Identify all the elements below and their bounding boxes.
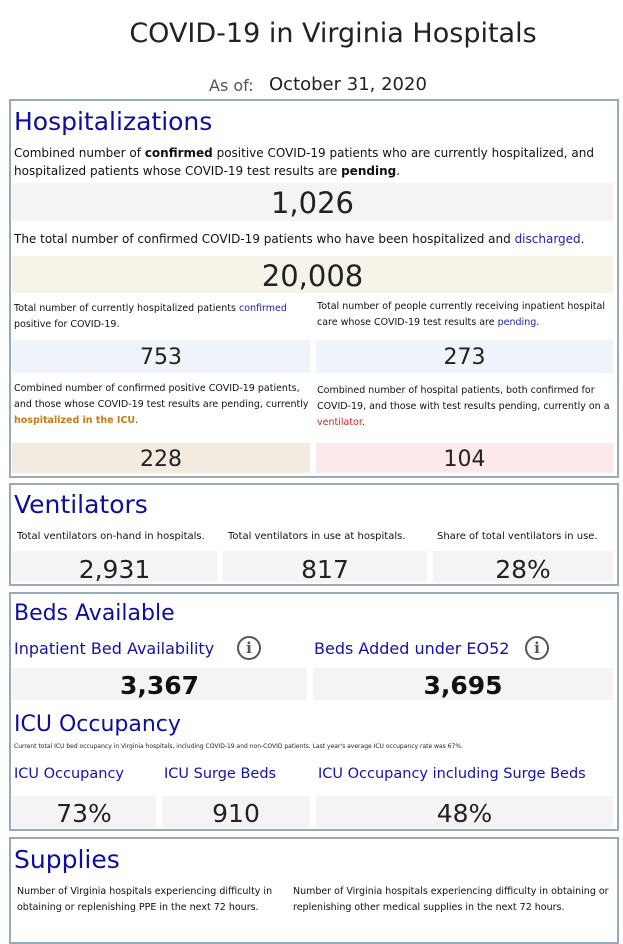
hospitalizations-heading: Hospitalizations [14,107,213,136]
vent-inuse-label: Total ventilators in use at hospitals. [228,531,406,542]
confirmed-value-box: 753 [12,340,310,373]
as-of-label: As of: [209,76,254,95]
discharged-description: The total number of confirmed COVID-19 p… [14,230,609,248]
text-part: . [580,232,585,246]
text-part: . [135,415,139,426]
text-part: . [361,417,365,428]
text-part: . [396,164,401,178]
supplies-panel [9,837,619,944]
eo52-value-box: 3,695 [313,668,613,700]
confirmed-value: 753 [140,345,182,370]
confirmed-keyword: confirmed [144,146,213,160]
vent-inuse-value: 817 [301,555,349,584]
ventilators-heading: Ventilators [14,490,148,519]
as-of-date: October 31, 2020 [269,74,427,95]
vent-share-value: 28% [495,555,551,584]
icu-occ-label: ICU Occupancy [14,766,125,782]
ventilator-description: Combined number of hospital patients, bo… [317,383,612,431]
occ-surge-box: 48% [316,796,613,828]
icu-occupancy-heading: ICU Occupancy [14,712,181,737]
beds-panel [9,592,619,831]
page-title: COVID-19 in Virginia Hospitals [129,18,537,49]
ventilator-value-box: 104 [316,443,613,473]
inpatient-value: 3,367 [119,671,200,700]
ventilator-keyword: ventilator [317,417,362,428]
text-part: positive COVID-19 patients who are curre… [14,146,594,178]
supplies-heading: Supplies [14,845,120,874]
icu-value: 228 [140,447,182,472]
text-part: Total number of people currently receivi… [317,301,605,328]
icu-value-box: 228 [12,443,310,473]
vent-inuse-box: 817 [223,551,427,584]
inpatient-label: Inpatient Bed Availability [14,639,215,658]
vent-share-box: 28% [433,551,613,584]
info-icon[interactable]: i [237,636,261,660]
pending-keyword: pending [341,164,397,178]
eo52-label: Beds Added under EO52 [314,639,510,658]
beds-heading: Beds Available [14,601,175,626]
pending-value: 273 [443,345,486,370]
icu-occ-value: 73% [56,799,112,828]
ppe-description: Number of Virginia hospitals experiencin… [17,886,273,913]
pending-keyword: pending [497,317,537,328]
other-supplies-description: Number of Virginia hospitals experiencin… [293,886,609,913]
surge-label: ICU Surge Beds [164,766,277,782]
text-part: The total number of confirmed COVID-19 p… [14,232,515,246]
discharged-keyword: discharged [514,232,581,246]
discharged-value: 20,008 [261,259,364,293]
combined-description: Combined number of confirmed positive CO… [14,144,604,180]
eo52-value: 3,695 [423,671,503,700]
vent-onhand-value: 2,931 [78,555,151,584]
icu-occupancy-note: Current total ICU bed occupancy in Virgi… [14,743,463,750]
ventilator-value: 104 [443,447,486,472]
vent-onhand-box: 2,931 [12,551,217,584]
surge-value: 910 [212,799,260,828]
info-icon[interactable]: i [525,636,549,660]
occ-surge-value: 48% [436,799,493,828]
text-part: Combined number of [14,146,145,160]
pending-description: Total number of people currently receivi… [317,299,612,331]
icu-keyword: hospitalized in the ICU [14,415,136,426]
combined-value-box: 1,026 [12,183,613,221]
text-part: Combined number of confirmed positive CO… [14,383,309,410]
vent-onhand-label: Total ventilators on-hand in hospitals. [17,531,205,542]
icu-description: Combined number of confirmed positive CO… [14,381,309,429]
icu-occ-box: 73% [12,796,156,828]
confirmed-description: Total number of currently hospitalized p… [14,301,304,333]
text-part: Combined number of hospital patients, bo… [317,385,610,412]
confirmed-keyword: confirmed [238,303,287,314]
discharged-value-box: 20,008 [12,256,613,293]
combined-value: 1,026 [270,186,355,220]
text-part: . [536,317,540,328]
occ-surge-label: ICU Occupancy including Surge Beds [318,766,586,782]
vent-share-label: Share of total ventilators in use. [437,531,598,542]
surge-box: 910 [162,796,310,828]
text-part: Total number of currently hospitalized p… [14,303,239,314]
inpatient-value-box: 3,367 [12,668,307,700]
pending-value-box: 273 [316,340,613,373]
text-part: positive for COVID-19. [14,319,120,330]
